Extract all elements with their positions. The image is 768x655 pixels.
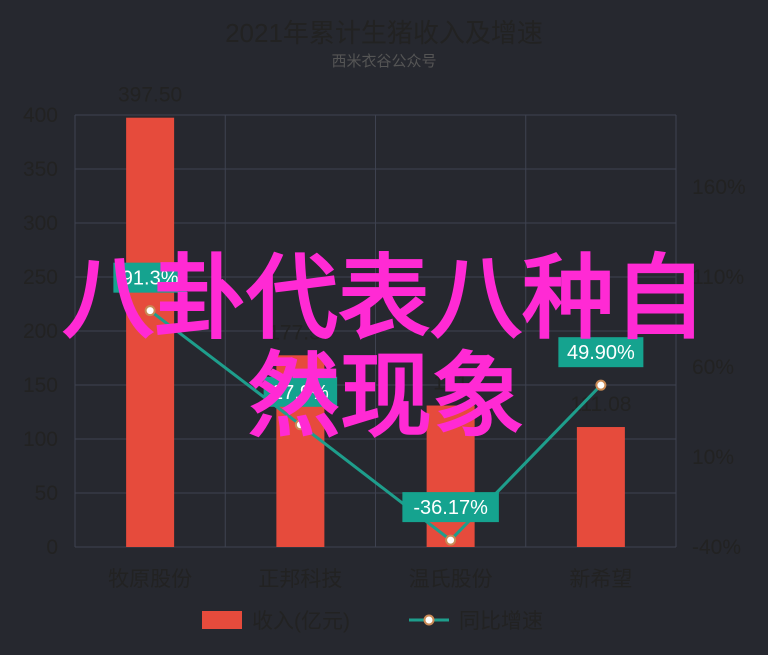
bar[interactable] <box>576 427 625 547</box>
line-point[interactable] <box>144 305 156 317</box>
legend[interactable]: 收入(亿元) 同比增速 <box>202 610 543 633</box>
y-left-tick-label: 50 <box>35 482 58 505</box>
x-tick-label: 新希望 <box>569 568 632 591</box>
bar-value-label: 177.50 <box>268 321 332 344</box>
line-value-label: 49.90% <box>567 342 635 364</box>
y-right-tick-label: 110% <box>692 266 744 289</box>
y-left-tick-label: 250 <box>23 266 58 289</box>
x-axis: 牧原股份 正邦科技 温氏股份 新希望 <box>108 568 632 591</box>
y-left-tick-label: 0 <box>46 536 58 559</box>
y-axis-right: -40% 10% 60% 110% 160% <box>692 176 746 559</box>
bar[interactable] <box>126 117 175 547</box>
y-right-tick-label: 10% <box>692 446 734 469</box>
line-point[interactable] <box>595 379 607 391</box>
x-tick-label: 牧原股份 <box>108 568 192 591</box>
y-axis-left: 0 50 100 150 200 250 300 350 400 <box>23 104 58 559</box>
line-path <box>149 309 602 543</box>
bar-value-label: 111.08 <box>570 393 631 416</box>
line-value-label: 91.3% <box>122 268 179 290</box>
y-left-tick-label: 300 <box>23 212 58 235</box>
line-point[interactable] <box>445 534 457 546</box>
overlay-line-1: 八卦代表八种自 <box>62 248 706 350</box>
line-series: 91.3% 27.9% -36.17% 49.90% <box>113 262 644 546</box>
line-label-box <box>558 337 644 368</box>
legend-label[interactable]: 同比增速 <box>459 610 543 633</box>
y-left-tick-label: 350 <box>23 158 58 181</box>
overlay-line-2: 然现象 <box>248 346 524 448</box>
x-tick-label: 正邦科技 <box>258 568 342 591</box>
line-label-box <box>113 262 187 293</box>
line-value-label: 27.9% <box>272 382 329 404</box>
chart-subtitle: 西米衣谷公众号 <box>331 53 436 70</box>
line-label-box <box>263 376 338 407</box>
chart-title: 2021年累计生猪收入及增速 <box>225 18 543 48</box>
y-right-tick-label: -40% <box>692 536 741 559</box>
grid <box>74 114 677 548</box>
line-point[interactable] <box>294 419 306 431</box>
y-right-tick-label: 60% <box>692 356 734 379</box>
y-left-tick-label: 400 <box>23 104 58 127</box>
line-value-label: -36.17% <box>413 497 488 519</box>
overlay-text: 八卦代表八种自 然现象 <box>62 248 706 448</box>
line-label-box <box>402 492 499 523</box>
y-left-tick-label: 150 <box>23 374 58 397</box>
y-left-tick-label: 200 <box>23 320 58 343</box>
x-tick-label: 温氏股份 <box>409 568 493 591</box>
y-left-tick-label: 100 <box>23 428 58 451</box>
legend-marker <box>423 614 435 626</box>
bar-value-label: 397.50 <box>118 84 182 107</box>
bar-value-label: 131 <box>433 372 468 395</box>
y-right-tick-label: 160% <box>692 176 746 199</box>
legend-label[interactable]: 收入(亿元) <box>252 610 350 633</box>
legend-swatch-bar <box>202 611 242 629</box>
